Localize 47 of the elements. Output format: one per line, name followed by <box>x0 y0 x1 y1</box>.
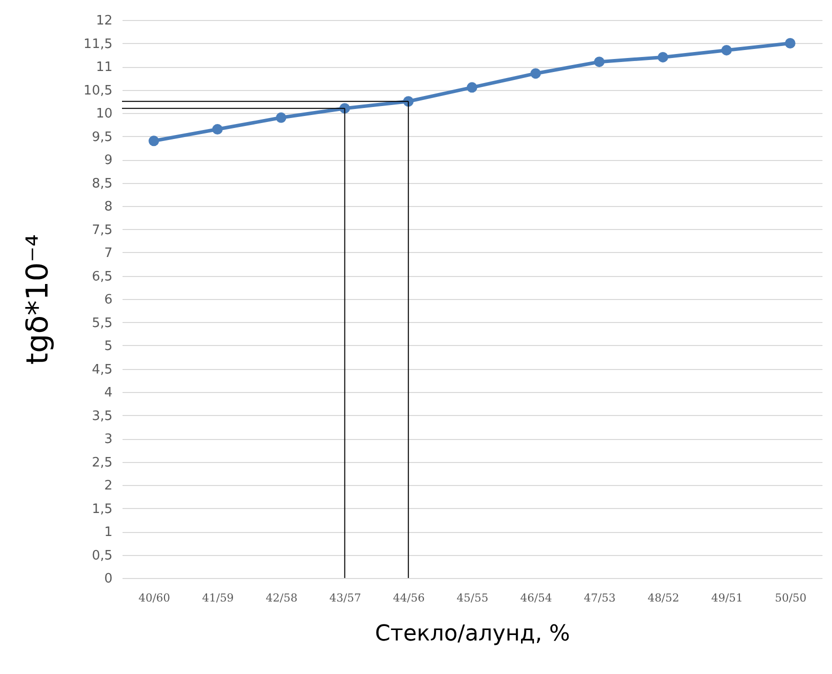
point <box>466 82 478 93</box>
y-tick-label: 8,5 <box>92 176 112 192</box>
y-tick-label: 7,5 <box>92 222 112 238</box>
x-tick-label: 43/57 <box>329 592 362 604</box>
point <box>594 56 605 68</box>
y-tick-label: 4,5 <box>92 362 112 378</box>
y-tick-label: 1 <box>104 525 112 540</box>
point <box>721 44 732 56</box>
x-tick-label: 49/51 <box>711 592 743 604</box>
point <box>784 38 796 48</box>
x-tick-label: 48/52 <box>648 592 680 604</box>
y-tick-label: 0,5 <box>92 548 112 564</box>
y-tick-label: 12 <box>96 14 112 28</box>
y-tick-label: 10 <box>96 106 112 122</box>
y-tick-label: 4 <box>104 386 112 400</box>
y-tick-label: 3 <box>104 432 112 447</box>
y-tick-label: 6,5 <box>92 269 112 284</box>
point <box>276 112 286 123</box>
x-tick-label: 44/56 <box>393 592 425 604</box>
y-tick-label: 2,5 <box>92 455 112 470</box>
y-tick-label: 3,5 <box>92 408 112 424</box>
point <box>530 68 541 79</box>
y-tick-label: 11,5 <box>84 36 112 52</box>
x-tick-label: 42/58 <box>266 592 298 604</box>
y-tick-label: 5 <box>104 339 112 354</box>
point <box>148 136 160 146</box>
y-tick-label: 6 <box>104 292 112 308</box>
y-tick-label: 10,5 <box>84 83 112 98</box>
x-tick-label: 47/53 <box>584 592 616 604</box>
y-tick-label: 0 <box>104 572 112 586</box>
y-axis-title: tgδ*10⁻⁴ <box>20 234 56 365</box>
x-tick-label: 41/59 <box>202 592 234 604</box>
y-tick-label: 2 <box>104 478 112 494</box>
y-tick-label: 1,5 <box>92 502 112 517</box>
y-tick-label: 8 <box>104 200 112 214</box>
point <box>658 52 668 62</box>
y-tick-label: 5,5 <box>92 316 112 331</box>
x-tick-label: 40/60 <box>138 592 170 604</box>
y-tick-label: 7 <box>104 246 112 261</box>
x-axis-title: Стекло/алунд, % <box>375 622 570 646</box>
x-tick-label: 50/50 <box>774 592 807 604</box>
x-tick-label: 46/54 <box>520 592 552 604</box>
point <box>212 124 223 135</box>
y-tick-label: 9 <box>104 153 112 168</box>
y-tick-label: 9,5 <box>92 130 112 145</box>
y-tick-label: 11 <box>96 60 112 75</box>
x-tick-label: 45/55 <box>456 592 488 604</box>
